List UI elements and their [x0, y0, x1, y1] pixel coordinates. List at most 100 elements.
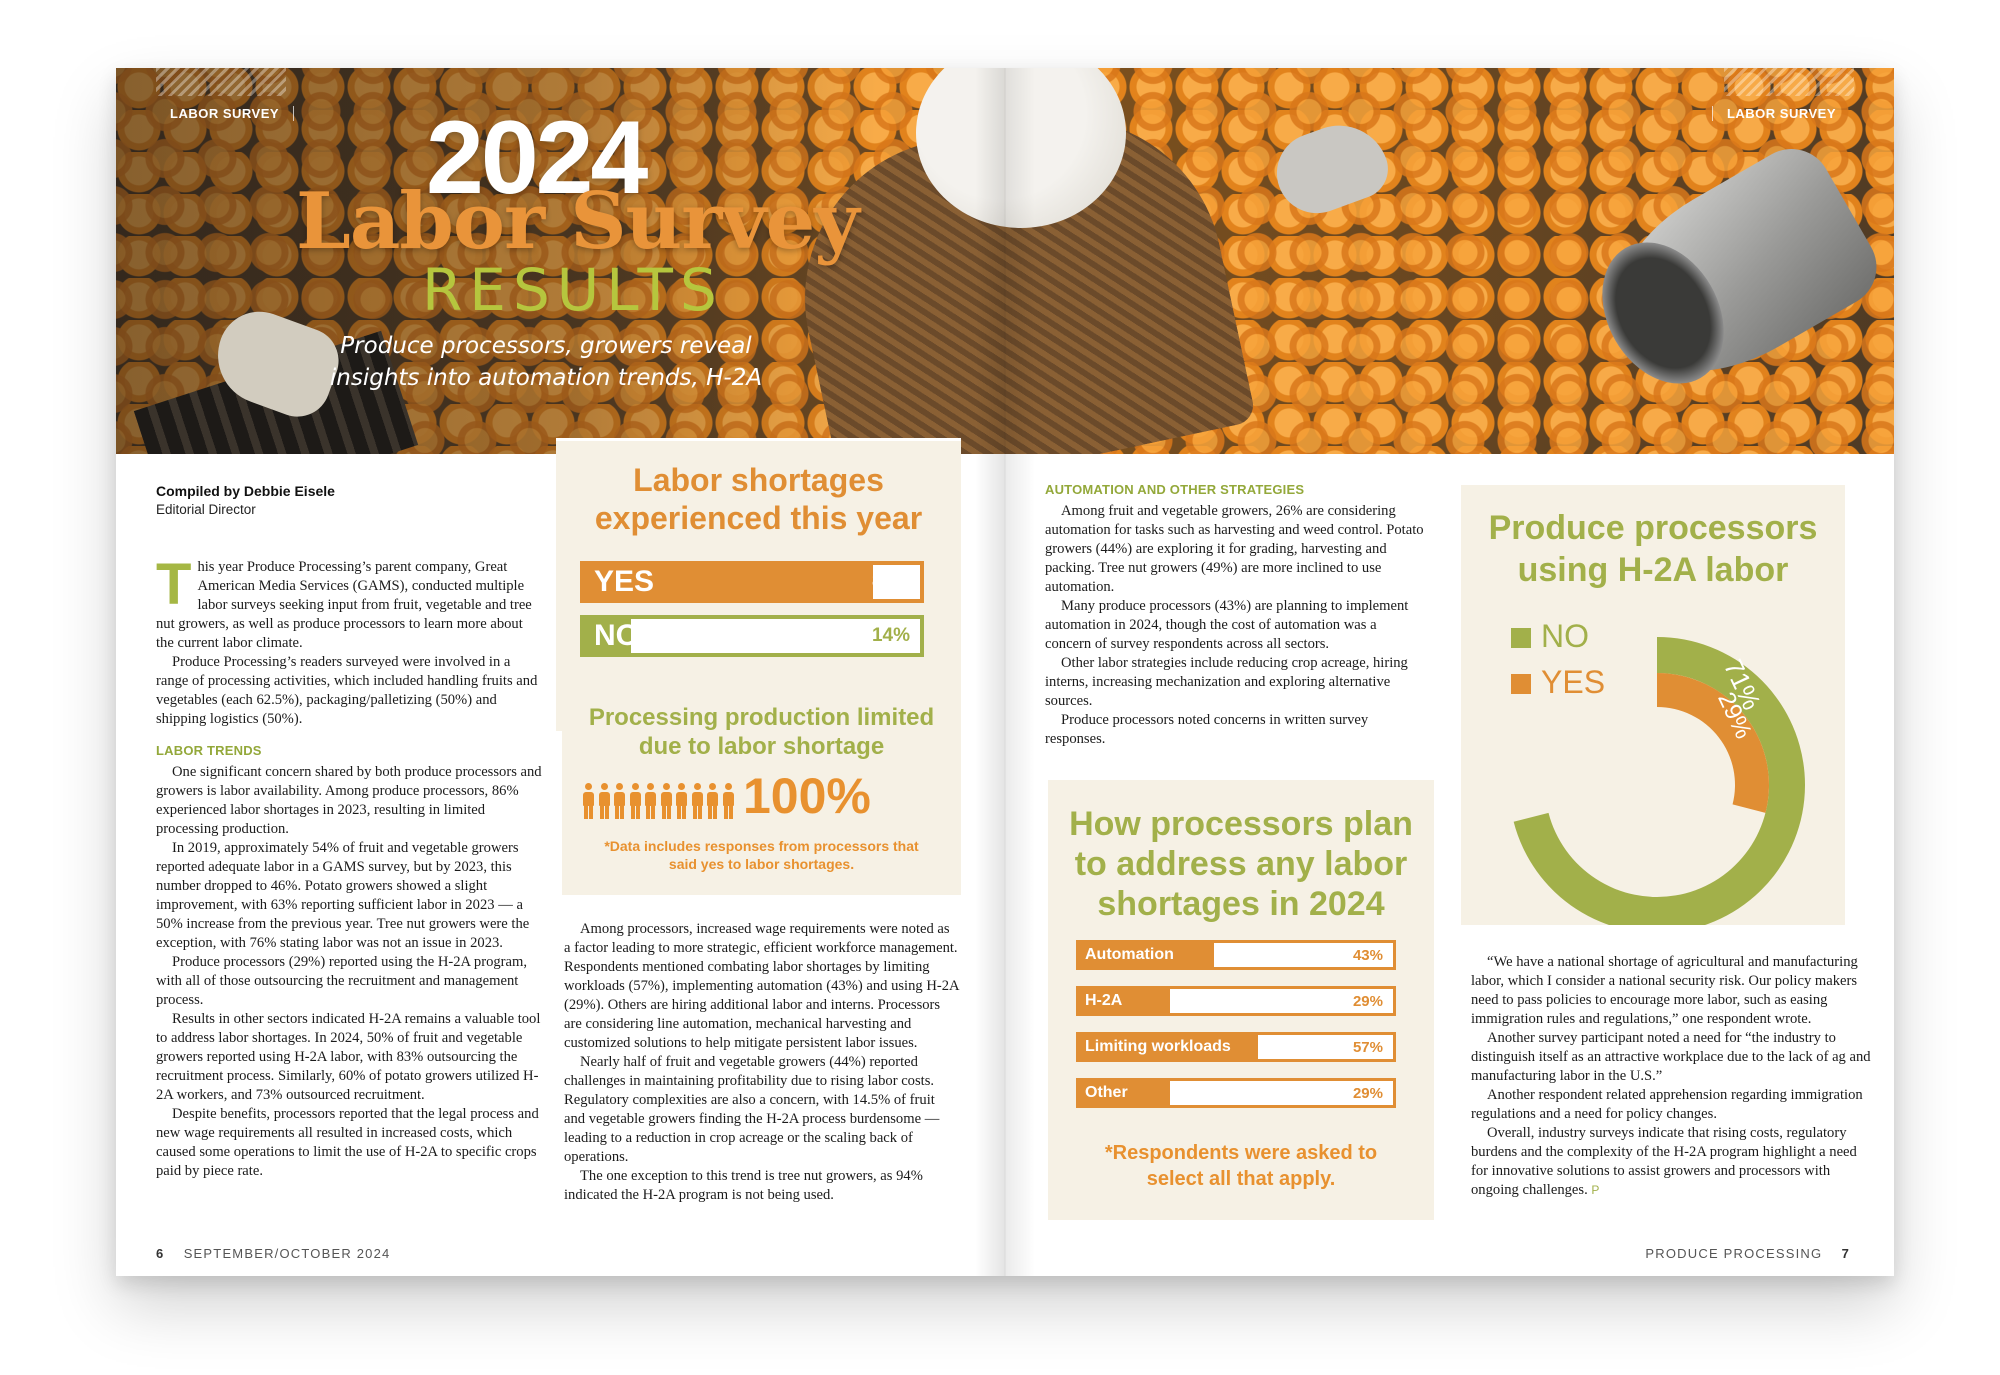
person-icon — [706, 783, 719, 819]
person-icon — [722, 783, 735, 819]
people-row: 100% — [582, 768, 871, 824]
subhead-labor-trends: LABOR TRENDS — [156, 743, 262, 758]
bar-yes: YES 86% — [580, 561, 924, 603]
plan-bar: Other 29% — [1076, 1078, 1396, 1108]
legend-item-yes: YES — [1511, 659, 1605, 705]
paragraph: Nearly half of fruit and vegetable growe… — [564, 1054, 940, 1165]
paragraph: Produce processors noted concerns in wri… — [1045, 712, 1369, 747]
bar-value-yes: 86% — [871, 571, 910, 592]
note-line: said yes to labor shortages. — [668, 856, 855, 872]
person-icons — [582, 783, 737, 819]
production-value: 100% — [743, 768, 871, 824]
chart-title: Labor shortages experienced this year — [556, 461, 961, 537]
page-number-right: 7 — [1841, 1246, 1850, 1261]
paragraph: Overall, industry surveys indicate that … — [1471, 1124, 1871, 1200]
headline-deck: Produce processors, growers reveal insig… — [326, 330, 766, 394]
byline-role: Editorial Director — [156, 502, 256, 517]
bar-fill-yes — [584, 565, 873, 599]
bar-fill-no — [584, 619, 632, 653]
person-icon — [629, 783, 642, 819]
paragraph: One significant concern shared by both p… — [156, 764, 542, 837]
paragraph: Another respondent related apprehension … — [1471, 1087, 1863, 1122]
paragraph: “We have a national shortage of agricult… — [1471, 954, 1858, 1027]
plan-bar-value: 57% — [1352, 1038, 1383, 1056]
left-page: Compiled by Debbie Eisele Editorial Dire… — [116, 68, 1005, 1276]
page-number-left: 6 — [156, 1246, 165, 1261]
note-line: *Data includes responses from processors… — [604, 838, 919, 854]
headline-main: Labor Survey — [296, 176, 860, 267]
section-tag-left: LABOR SURVEY — [170, 106, 295, 121]
legend-label-yes: YES — [1541, 664, 1606, 700]
chart-h2a-usage: Produce processors using H-2A labor NO Y… — [1461, 485, 1845, 925]
headline-results: RESULTS — [422, 256, 724, 324]
paragraph: Produce Processing’s readers surveyed we… — [156, 654, 538, 727]
hero-photo: LABOR SURVEY LABOR SURVEY 2024 Labor Sur… — [116, 68, 1894, 454]
worker-hairnet — [916, 68, 1126, 228]
person-icon — [691, 783, 704, 819]
issue-date: SEPTEMBER/OCTOBER 2024 — [183, 1246, 391, 1261]
paragraph: Among fruit and vegetable growers, 26% a… — [1045, 503, 1424, 595]
person-icon — [598, 783, 611, 819]
plan-bar-fill — [1079, 1035, 1258, 1059]
paragraph: Other labor strategies include reducing … — [1045, 655, 1408, 709]
folio-left: 6 SEPTEMBER/OCTOBER 2024 — [156, 1246, 390, 1261]
person-icon — [660, 783, 673, 819]
subhead-automation: AUTOMATION AND OTHER STRATEGIES — [1045, 482, 1305, 497]
magazine-spread: LABOR SURVEY LABOR SURVEY 2024 Labor Sur… — [116, 68, 1894, 1276]
person-icon — [675, 783, 688, 819]
chart-title-line: How processors plan — [1069, 805, 1413, 843]
paragraph: Another survey participant noted a need … — [1471, 1030, 1871, 1084]
donut-slice-yes — [1657, 673, 1769, 813]
person-icon — [613, 783, 626, 819]
plan-bar-value: 43% — [1352, 946, 1383, 964]
legend-swatch-yes — [1511, 674, 1531, 694]
donut-chart: 71%29% — [1513, 637, 1805, 925]
paragraph-text: Overall, industry surveys indicate that … — [1471, 1125, 1857, 1198]
article-column-2: Among processors, increased wage require… — [564, 920, 959, 1205]
person-icon — [644, 783, 657, 819]
chart-title-line: experienced this year — [594, 500, 923, 536]
chart-note: *Data includes responses from processors… — [562, 837, 961, 873]
paragraph: Many produce processors (43%) are planni… — [1045, 598, 1409, 652]
bar-no: NO 14% — [580, 615, 924, 657]
chart-title-line: using H-2A labor — [1517, 551, 1789, 589]
plan-bar-label: H-2A — [1085, 992, 1123, 1009]
legend-item-no: NO — [1511, 613, 1605, 659]
end-mark: P — [1591, 1183, 1600, 1197]
publication-name: PRODUCE PROCESSING — [1645, 1246, 1823, 1261]
headline-year: 2024 — [426, 100, 648, 216]
drop-cap: T — [156, 552, 192, 617]
paragraph: The one exception to this trend is tree … — [564, 1168, 923, 1203]
right-page: AUTOMATION AND OTHER STRATEGIES Among fr… — [1005, 68, 1894, 1276]
note-line: *Respondents were asked to — [1104, 1142, 1378, 1164]
chart-title: How processors plan to address any labor… — [1048, 804, 1434, 924]
byline-name: Compiled by Debbie Eisele — [156, 483, 335, 499]
plan-bar-fill — [1079, 989, 1171, 1013]
deck-line-2: insights into automation trends, H-2A — [329, 365, 763, 391]
plan-bar-label: Other — [1085, 1084, 1128, 1101]
chart-title-line: due to labor shortage — [638, 733, 885, 760]
paragraph: Among processors, increased wage require… — [564, 921, 959, 1051]
chart-title: Produce processors using H-2A labor — [1461, 507, 1845, 591]
chart-legend: NO YES — [1511, 613, 1605, 705]
chart-title: Processing production limited due to lab… — [562, 703, 961, 761]
paragraph: Results in other sectors indicated H-2A … — [156, 1011, 541, 1103]
plan-bar-fill — [1079, 943, 1215, 967]
chart-title-line: Processing production limited — [588, 704, 935, 731]
legend-label-no: NO — [1541, 618, 1589, 654]
bar-label-yes: YES — [594, 565, 655, 598]
chart-processor-plans: How processors plan to address any labor… — [1048, 780, 1434, 1220]
plan-bar-value: 29% — [1352, 992, 1383, 1010]
paragraph: Produce processors (29%) reported using … — [156, 954, 528, 1008]
chart-note: *Respondents were asked to select all th… — [1048, 1140, 1434, 1192]
byline: Compiled by Debbie Eisele Editorial Dire… — [156, 483, 335, 517]
chart-title-line: to address any labor — [1074, 845, 1408, 883]
plan-bar: H-2A 29% — [1076, 986, 1396, 1016]
chart-labor-shortages: Labor shortages experienced this year YE… — [556, 438, 961, 731]
hatch-decoration-left — [156, 68, 286, 96]
chart-title-line: Labor shortages — [633, 462, 884, 498]
plan-bar: Limiting workloads 57% — [1076, 1032, 1396, 1062]
person-icon — [582, 783, 595, 819]
